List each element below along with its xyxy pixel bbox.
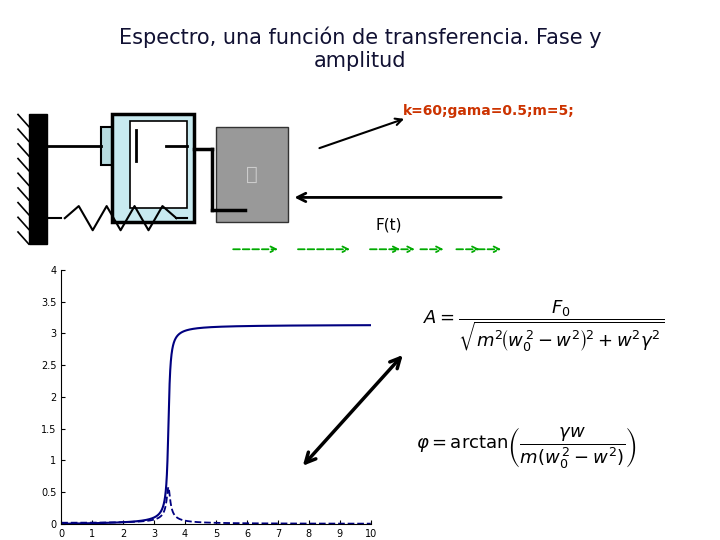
Text: 👤: 👤	[246, 165, 258, 184]
Text: k=60;gama=0.5;m=5;: k=60;gama=0.5;m=5;	[403, 104, 575, 118]
Bar	[112, 114, 194, 221]
Text: $A = \dfrac{F_0}{\sqrt{m^2\!\left(w_0^{\,2} - w^2\right)^{\!2} + w^2\gamma^2}}$: $A = \dfrac{F_0}{\sqrt{m^2\!\left(w_0^{\…	[423, 298, 665, 354]
Bar	[101, 126, 166, 165]
Text: F(t): F(t)	[376, 218, 402, 233]
Bar	[130, 122, 187, 208]
Text: $\varphi = \arctan\!\left(\dfrac{\gamma w}{m(w_0^{\,2} - w^2)}\right)$: $\varphi = \arctan\!\left(\dfrac{\gamma …	[416, 425, 637, 470]
Bar	[216, 126, 288, 221]
Text: Espectro, una función de transferencia. Fase y
amplitud: Espectro, una función de transferencia. …	[119, 26, 601, 71]
Bar	[29, 114, 47, 244]
